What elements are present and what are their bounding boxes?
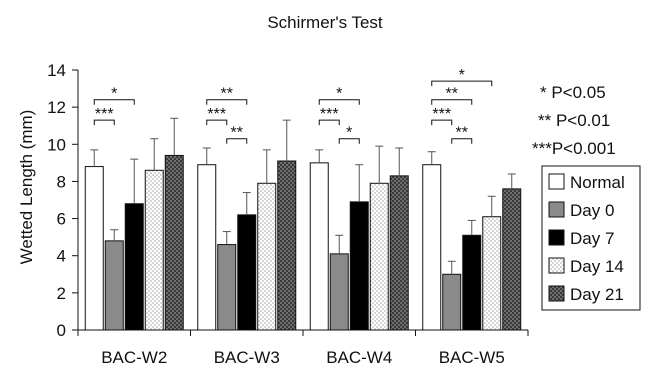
sig-legend-p05: * P<0.05 [540,83,606,102]
significance-bracket [206,119,228,126]
significance-bracket [431,99,473,105]
legend: Normal Day 0 Day 7 Day 14 Day 21 [541,165,641,311]
bar [237,214,257,331]
bar [309,162,329,331]
y-tick-label: 0 [57,321,66,340]
legend-swatch-day21 [548,285,565,302]
significance-label: * [459,67,465,84]
bar [482,216,502,331]
x-axis: BAC-W2 BAC-W3 BAC-W4 BAC-W5 [77,329,529,367]
bar [369,182,389,331]
bar [389,175,409,331]
bar [104,240,124,331]
y-tick-label: 8 [57,172,66,191]
y-tick-label: 12 [47,98,66,117]
legend-label-day21: Day 21 [570,285,624,304]
significance-label: ** [231,125,243,142]
significance-label: *** [207,106,226,123]
bar [197,164,217,331]
legend-swatch-day0 [548,201,565,218]
legend-label-day0: Day 0 [570,201,614,220]
bar [277,160,297,331]
y-tick-label: 10 [47,135,66,154]
significance-label: *** [432,106,451,123]
y-axis-label: Wetted Length (mm) [17,110,36,265]
significance-label: *** [320,106,339,123]
bar [257,182,277,331]
bar [144,169,164,331]
significance-bracket [431,80,493,87]
sig-legend-p001: ***P<0.001 [532,139,616,158]
legend-label-normal: Normal [570,173,625,192]
y-axis: 0 2 4 6 8 10 12 14 [47,61,79,340]
significance-label: *** [95,106,114,123]
bar [462,234,482,331]
chart-title: Schirmer's Test [267,13,383,32]
significance-label: * [346,125,352,142]
error-bars [90,117,516,275]
bar [349,201,369,331]
significance-brackets: ************************ [93,67,493,144]
legend-label-day14: Day 14 [570,257,624,276]
significance-bracket [206,99,248,105]
bars [84,154,522,331]
legend-label-day7: Day 7 [570,229,614,248]
significance-bracket [93,119,115,126]
x-tick-label: BAC-W2 [101,348,167,367]
significance-label: ** [456,125,468,142]
bar [442,273,462,331]
significance-bracket [318,119,340,126]
bar [124,203,144,331]
significance-bracket [93,99,135,105]
legend-swatch-day14 [548,257,565,274]
legend-swatch-normal [548,173,565,190]
significance-label: * [111,86,117,103]
bar [84,166,104,331]
y-tick-label: 2 [57,284,66,303]
significance-bracket [338,138,360,144]
x-tick-label: BAC-W5 [439,348,505,367]
significance-bracket [431,119,453,126]
bar [164,154,184,331]
x-tick-label: BAC-W3 [214,348,280,367]
bar [217,244,237,331]
y-tick-label: 14 [47,61,66,80]
sig-legend-p01: ** P<0.01 [538,111,610,130]
significance-bracket [226,138,248,144]
significance-label: * [336,86,342,103]
y-tick-label: 6 [57,210,66,229]
bar [422,164,442,331]
y-tick-label: 4 [57,247,66,266]
bar [502,188,522,331]
legend-swatch-day7 [548,229,565,246]
x-tick-label: BAC-W4 [326,348,392,367]
significance-legend: * P<0.05 ** P<0.01 ***P<0.001 [532,83,616,158]
bar [329,253,349,331]
significance-bracket [451,138,473,144]
significance-label: ** [221,86,233,103]
significance-bracket [318,99,360,105]
significance-label: ** [446,86,458,103]
